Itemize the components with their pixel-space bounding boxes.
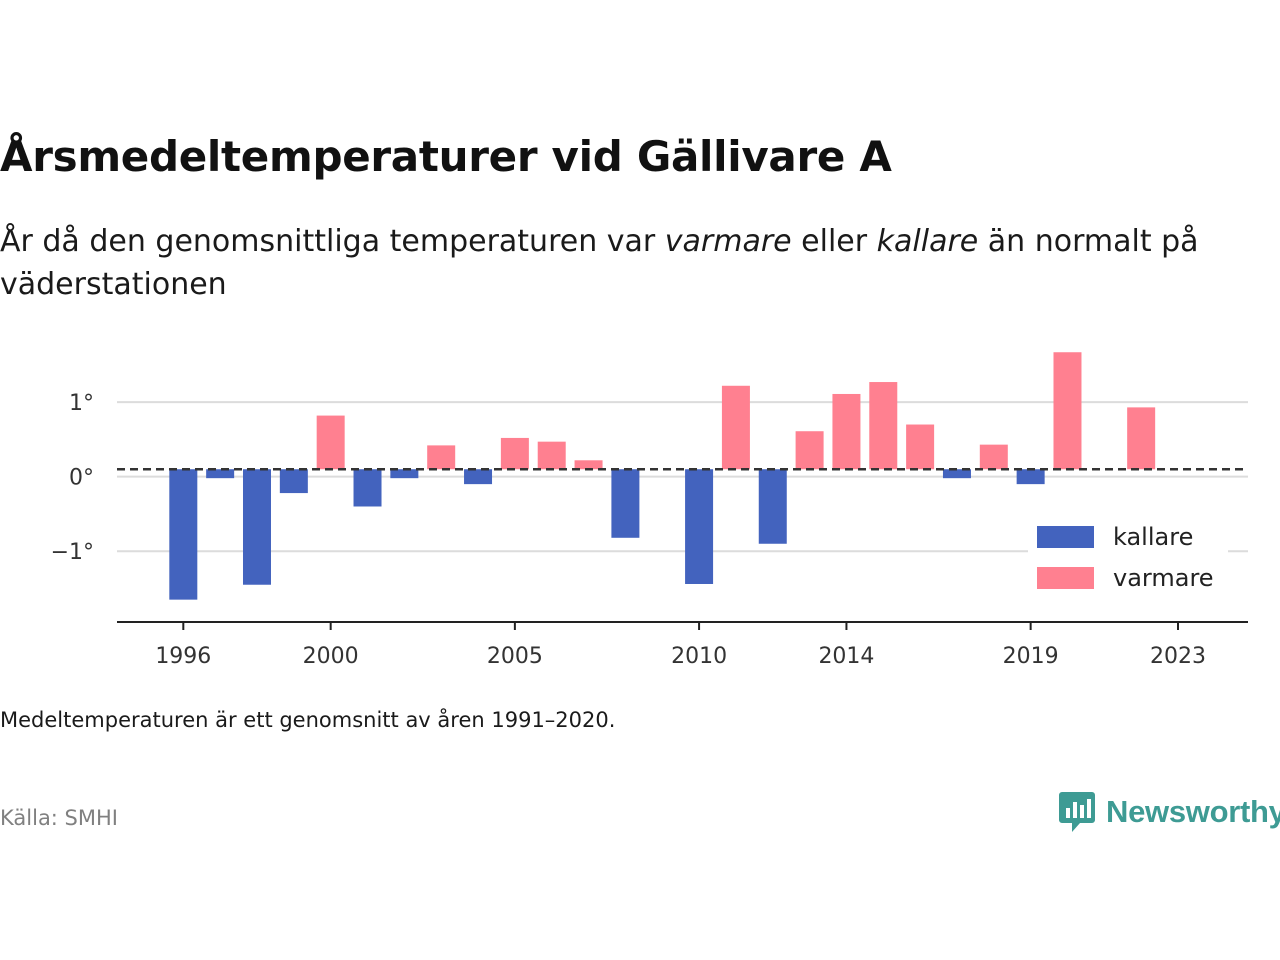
legend-label-kallare: kallare xyxy=(1113,523,1193,551)
bar-varmare xyxy=(979,444,1008,470)
bar-varmare xyxy=(869,382,898,470)
bar-kallare xyxy=(758,469,787,544)
newsworthy-logo-icon xyxy=(1059,792,1095,832)
bar-varmare xyxy=(500,437,529,470)
bar-kallare xyxy=(611,469,640,538)
bar-kallare xyxy=(464,469,493,485)
bar-varmare xyxy=(1053,352,1082,470)
x-tick-label: 2019 xyxy=(1003,644,1059,669)
subtitle-warmer: varmare xyxy=(664,224,792,259)
chart-title: Årsmedeltemperaturer vid Gällivare A xyxy=(0,132,892,181)
bar-kallare xyxy=(206,469,235,479)
subtitle-colder: kallare xyxy=(876,224,979,259)
subtitle-part-3: än normalt på väderstationen xyxy=(0,224,1199,302)
bar-varmare xyxy=(574,460,603,470)
bar-varmare xyxy=(537,441,566,470)
bar-kallare xyxy=(685,469,714,584)
brand-name: Newsworthy xyxy=(1106,794,1280,829)
x-tick-label: 2010 xyxy=(671,644,727,669)
x-tick-label: 2000 xyxy=(303,644,359,669)
bar-kallare xyxy=(353,469,382,507)
bar-kallare xyxy=(279,469,308,494)
legend: kallare varmare xyxy=(1028,513,1228,605)
bar-kallare xyxy=(1016,469,1045,485)
x-tick-label: 2023 xyxy=(1150,644,1206,669)
x-tick-label: 1996 xyxy=(155,644,211,669)
brand-logo: Newsworthy xyxy=(1058,790,1280,834)
y-tick-label: 0° xyxy=(69,466,94,491)
subtitle-part-2: eller xyxy=(791,224,877,259)
bars xyxy=(169,352,1156,600)
bar-kallare xyxy=(390,469,419,479)
x-tick-label: 2005 xyxy=(487,644,543,669)
legend-swatch-kallare xyxy=(1037,526,1094,548)
chart-subtitle: År då den genomsnittliga temperaturen va… xyxy=(0,220,1260,306)
bar-varmare xyxy=(795,431,824,470)
bar-varmare xyxy=(832,393,861,470)
legend-label-varmare: varmare xyxy=(1113,564,1214,592)
source-credit: Källa: SMHI xyxy=(0,806,118,830)
x-axis-ticks: 1996 2000 2005 2010 2014 2019 2023 xyxy=(155,622,1206,669)
bar-varmare xyxy=(316,415,345,470)
bar-varmare xyxy=(1127,407,1156,470)
legend-swatch-varmare xyxy=(1037,567,1094,589)
y-tick-label: −1° xyxy=(51,540,94,565)
y-axis-ticks: 1° 0° −1° xyxy=(51,391,94,565)
x-tick-label: 2014 xyxy=(818,644,874,669)
bar-varmare xyxy=(427,445,456,470)
subtitle-part-1: År då den genomsnittliga temperaturen va… xyxy=(0,224,665,259)
bar-kallare xyxy=(169,469,198,600)
bar-kallare xyxy=(942,469,971,479)
y-tick-label: 1° xyxy=(69,391,94,416)
temperature-bar-chart: 1996 2000 2005 2010 2014 2019 2023 1° 0° −1° kal… xyxy=(51,352,1248,669)
bar-varmare xyxy=(721,385,750,470)
bar-kallare xyxy=(242,469,271,585)
bar-varmare xyxy=(906,424,935,470)
footnote: Medeltemperaturen är ett genomsnitt av å… xyxy=(0,708,616,732)
